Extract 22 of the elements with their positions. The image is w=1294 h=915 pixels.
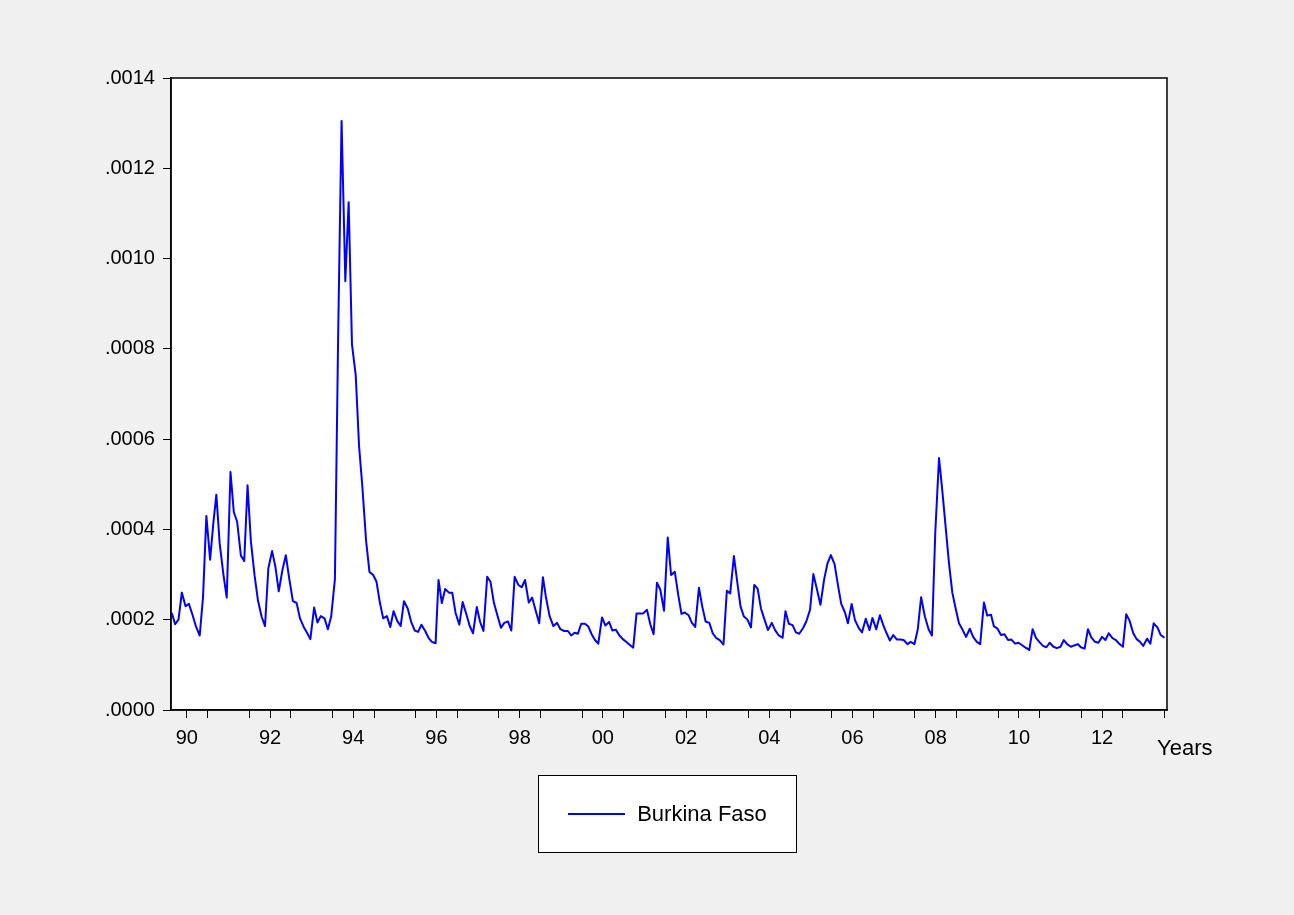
y-tick-label: .0006 [104,426,155,449]
legend-label: Burkina Faso [637,801,767,827]
y-tick-label: .0004 [104,516,155,539]
x-tick-label: 12 [1090,725,1114,748]
x-tick-label: 02 [674,725,698,748]
x-tick-label: 06 [841,725,864,748]
y-tick-label: .0010 [104,246,155,269]
y-tick-label: .0012 [104,155,155,178]
y-tick-label: .0014 [104,65,155,88]
y-tick-label: .0008 [104,336,155,359]
x-axis-title: Years [1157,735,1213,761]
x-tick-label: 92 [258,725,282,748]
x-tick-label: 96 [425,725,448,748]
x-tick-label: 00 [591,725,614,748]
x-tick-label: 08 [924,725,947,748]
x-tick-label: 94 [342,725,365,748]
y-tick-label: .0002 [104,607,155,630]
x-tick-label: 04 [758,725,781,748]
x-tick-label: 98 [508,725,531,748]
x-tick-label: 90 [175,725,198,748]
y-tick-label: .0000 [104,697,155,720]
x-tick-label: 10 [1007,725,1031,748]
